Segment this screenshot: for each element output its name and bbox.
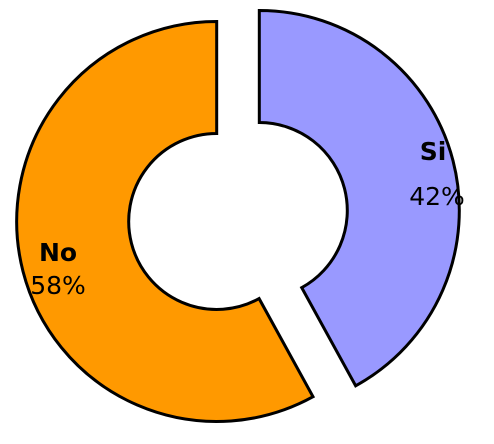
- slices-layer: [15, 9, 461, 423]
- slice-label-si: Si: [420, 137, 447, 166]
- slice-label-no: No: [39, 238, 77, 267]
- slice-value-no: 58%: [30, 271, 86, 300]
- donut-slice-no: [15, 19, 316, 423]
- slice-value-si: 42%: [409, 182, 465, 211]
- donut-slice-si: [257, 9, 461, 388]
